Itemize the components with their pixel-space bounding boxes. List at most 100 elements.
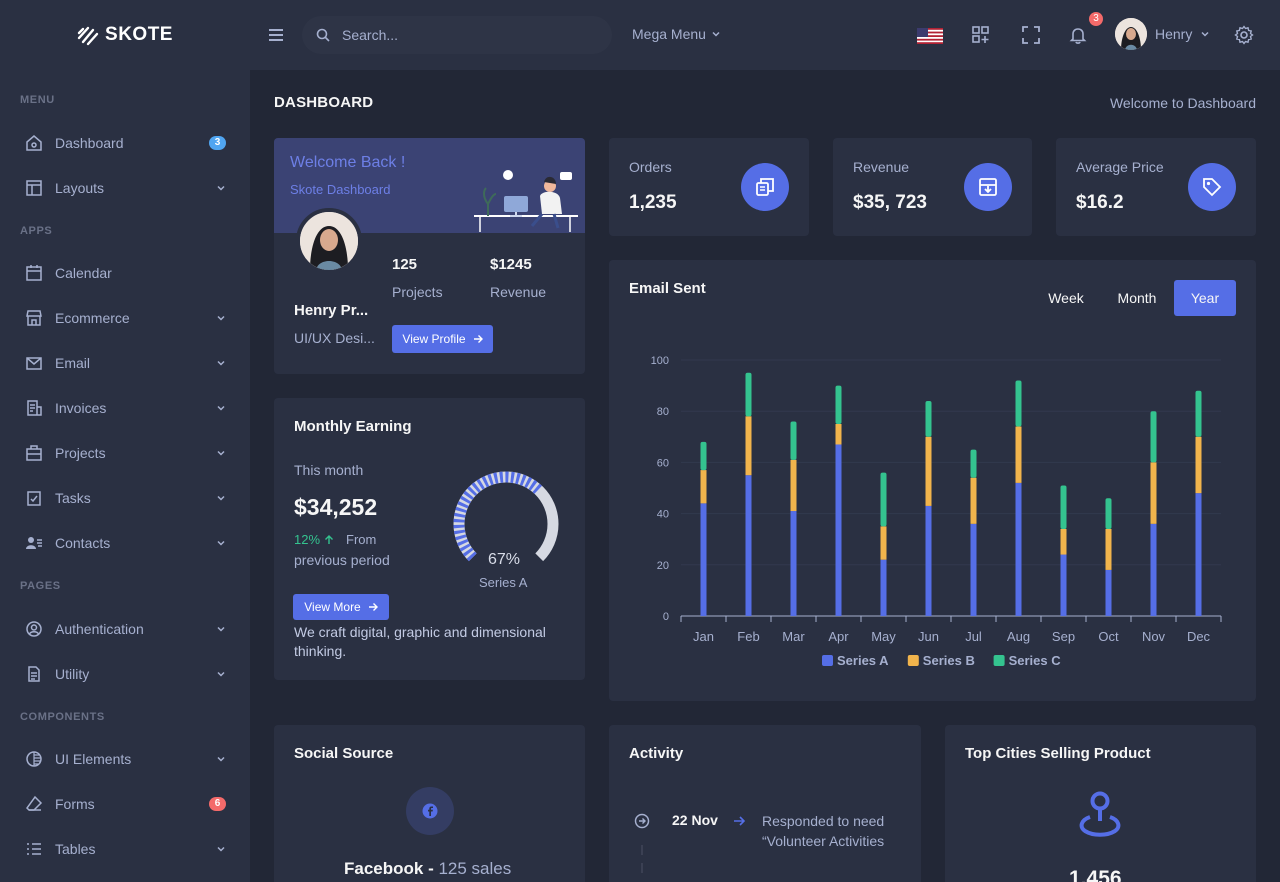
section-title-menu: MENU: [20, 94, 55, 106]
tab-week[interactable]: Week: [1048, 290, 1084, 306]
social-source-card: Social Source Facebook - 125 sales: [274, 725, 585, 882]
stat-label: Average Price: [1076, 159, 1164, 175]
sidebar-item-label: Dashboard: [55, 134, 124, 151]
logo[interactable]: SKOTE: [0, 0, 250, 70]
x-tick-label: Mar: [782, 629, 805, 644]
y-tick-label: 100: [651, 355, 669, 367]
chevron-down-icon: [1201, 31, 1209, 37]
bar-series-a: [970, 523, 977, 616]
notification-badge: 3: [1089, 12, 1103, 26]
bar-series-a: [835, 444, 842, 616]
welcome-title: Welcome Back !: [290, 154, 406, 171]
dashboard-badge: 3: [209, 135, 226, 150]
us-flag-icon[interactable]: [917, 28, 943, 44]
bar-series-a: [925, 505, 932, 616]
profile-name: Henry Pr...: [294, 302, 369, 319]
sidebar-item-invoices[interactable]: Invoices: [0, 385, 250, 430]
sidebar-item-authentication[interactable]: Authentication: [0, 606, 250, 651]
x-tick-label: Jan: [693, 629, 714, 644]
apps-grid-icon[interactable]: [970, 24, 992, 46]
x-tick-label: Jul: [965, 629, 982, 644]
calendar-icon: [25, 264, 43, 282]
legend-label: Series B: [923, 653, 975, 668]
chevron-down-icon: [217, 450, 225, 456]
sidebar-item-label: Calendar: [55, 264, 112, 281]
chevron-down-icon: [217, 315, 225, 321]
view-more-button[interactable]: View More: [293, 594, 389, 620]
bar-series-c: [835, 385, 842, 424]
sidebar-item-dashboard[interactable]: Dashboard 3: [0, 120, 250, 165]
settings-gear-icon[interactable]: [1233, 24, 1255, 46]
x-tick-label: Sep: [1052, 629, 1075, 644]
file-icon: [25, 665, 43, 683]
activity-card: Activity 22 Nov Responded to need “Volun…: [609, 725, 921, 882]
bar-series-c: [1195, 390, 1202, 437]
change-from: From: [346, 532, 377, 547]
chevron-down-icon: [217, 756, 225, 762]
chevron-down-icon: [217, 846, 225, 852]
tab-month[interactable]: Month: [1117, 290, 1157, 306]
sidebar: SKOTE MENU APPS PAGES COMPONENTS Dashboa…: [0, 0, 250, 882]
search-icon: [316, 28, 330, 42]
sidebar-item-utility[interactable]: Utility: [0, 651, 250, 696]
bar-series-b: [1105, 528, 1112, 570]
monthly-earning-card: Monthly Earning This month $34,252 12% F…: [274, 398, 585, 680]
sidebar-item-forms[interactable]: Forms 6: [0, 781, 250, 826]
legend-label: Series A: [837, 653, 889, 668]
card-title: Activity: [629, 745, 684, 762]
avatar: [1115, 18, 1147, 50]
tag-icon: [1188, 163, 1236, 211]
legend-marker: [822, 655, 833, 666]
stat-label: Revenue: [853, 159, 910, 175]
user-dropdown[interactable]: Henry: [1115, 18, 1210, 50]
chevron-down-icon: [712, 31, 720, 37]
chevron-down-icon: [217, 495, 225, 501]
sidebar-item-tasks[interactable]: Tasks: [0, 475, 250, 520]
sidebar-item-email[interactable]: Email: [0, 340, 250, 385]
social-value: 125 sales: [438, 859, 512, 878]
top-cities-card: Top Cities Selling Product 1,456: [945, 725, 1256, 882]
sidebar-item-ui-elements[interactable]: UI Elements: [0, 736, 250, 781]
view-profile-button[interactable]: View Profile: [392, 325, 493, 353]
chevron-down-icon: [217, 671, 225, 677]
change-percent: 12%: [294, 532, 321, 547]
bar-series-c: [1150, 411, 1157, 463]
topbar: Mega Menu 3 Henry: [250, 0, 1280, 70]
card-title: Email Sent: [629, 280, 706, 297]
activity-date: 22 Nov: [672, 812, 718, 828]
briefcase-icon: [25, 444, 43, 462]
bar-series-a: [1195, 493, 1202, 616]
sidebar-item-label: Contacts: [55, 534, 111, 551]
search-input[interactable]: [342, 27, 582, 43]
bar-series-a: [880, 559, 887, 616]
timeline-line: [641, 845, 643, 873]
bar-series-c: [880, 472, 887, 527]
sidebar-item-projects[interactable]: Projects: [0, 430, 250, 475]
bar-series-a: [1105, 569, 1112, 616]
app-name: SKOTE: [105, 24, 173, 45]
y-tick-label: 80: [657, 406, 669, 418]
sidebar-item-tables[interactable]: Tables: [0, 826, 250, 871]
tab-year[interactable]: Year: [1174, 280, 1236, 316]
avatar: [296, 208, 362, 274]
bar-series-b: [1150, 462, 1157, 524]
sidebar-item-calendar[interactable]: Calendar: [0, 250, 250, 295]
section-title-components: COMPONENTS: [20, 711, 105, 723]
view-profile-label: View Profile: [402, 332, 466, 346]
store-icon: [25, 309, 43, 327]
sidebar-item-label: Forms: [55, 795, 95, 812]
stat-value: $35, 723: [853, 192, 927, 213]
sidebar-item-layouts[interactable]: Layouts: [0, 165, 250, 210]
menu-toggle-icon[interactable]: [268, 25, 284, 45]
map-pin-icon: [1079, 791, 1121, 837]
fullscreen-icon[interactable]: [1020, 24, 1042, 46]
mega-menu-dropdown[interactable]: Mega Menu: [632, 26, 721, 42]
sidebar-item-label: Ecommerce: [55, 309, 130, 326]
sidebar-item-ecommerce[interactable]: Ecommerce: [0, 295, 250, 340]
layout-icon: [25, 179, 43, 197]
bell-icon[interactable]: [1067, 24, 1089, 46]
bar-series-c: [1060, 485, 1067, 529]
bar-series-b: [700, 470, 707, 504]
sidebar-item-label: UI Elements: [55, 750, 132, 767]
sidebar-item-contacts[interactable]: Contacts: [0, 520, 250, 565]
